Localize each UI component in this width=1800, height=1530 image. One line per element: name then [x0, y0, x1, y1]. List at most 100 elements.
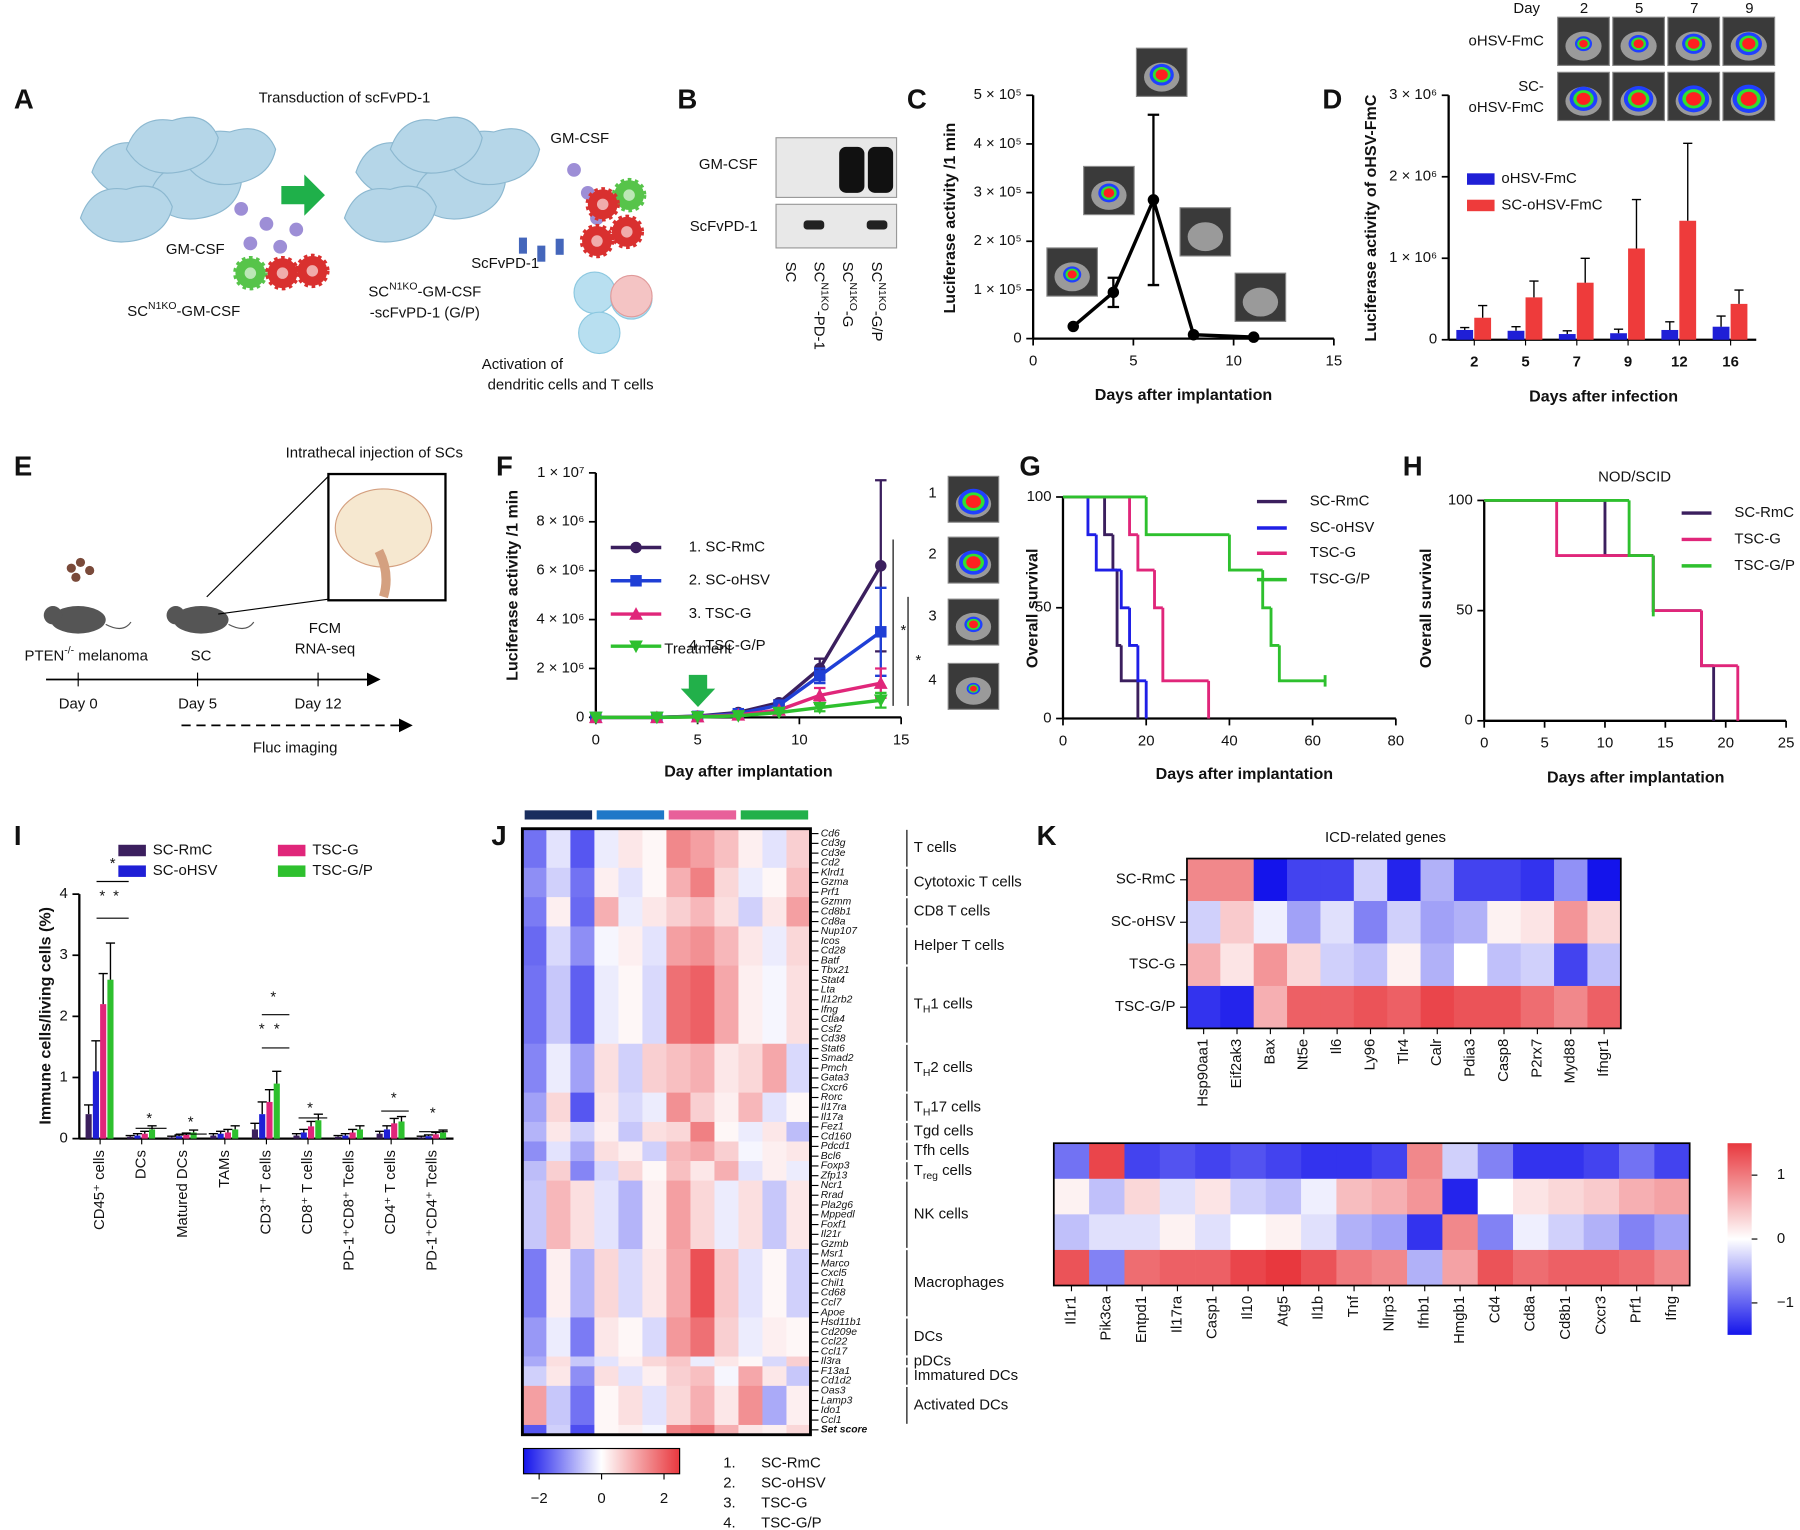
stem-cell [389, 116, 483, 174]
t-cell [573, 271, 616, 314]
legend-swatch [277, 865, 306, 877]
survival-step [1119, 645, 1138, 683]
gm-csf-dot [259, 216, 274, 231]
column-label: Calr [1428, 1039, 1445, 1066]
heat-cell [714, 1121, 739, 1142]
bar [217, 1133, 224, 1139]
heat-cell [1230, 1214, 1267, 1251]
gene-label: Ifng [821, 1004, 838, 1015]
error-bar [1613, 328, 1624, 334]
y-tick-label: 1 × 10⁶ [1389, 249, 1437, 266]
x-tick-label: 5 [1521, 354, 1529, 371]
heat-cell [1089, 1249, 1125, 1286]
marker [873, 676, 888, 689]
legend-label: TSC-G [1734, 530, 1780, 547]
gene-label: Stat4 [821, 975, 845, 986]
heat-cell [1420, 943, 1455, 987]
heat-cell [690, 867, 715, 898]
heat-cell [570, 1385, 595, 1426]
heat-cell [1442, 1143, 1479, 1180]
error-bar [1665, 321, 1675, 330]
heat-cell [1407, 1143, 1443, 1180]
heat-cell [594, 1161, 619, 1181]
mouse-tail [105, 621, 132, 629]
heat-cell [522, 1317, 547, 1357]
bar [356, 1129, 363, 1139]
legend-label: TSC-G/P [761, 1515, 822, 1530]
survival-step [1103, 496, 1113, 537]
row-label: TSC-G/P [1115, 998, 1176, 1015]
stem-cell [125, 116, 219, 174]
heat-cell [690, 1121, 715, 1142]
heat-cell [570, 1356, 595, 1367]
heat-cell [1654, 1143, 1691, 1180]
heat-cell [666, 897, 691, 927]
heat-cell [618, 1249, 643, 1318]
heat-cell [594, 1317, 619, 1357]
lane-label: SC [782, 262, 799, 283]
survival-step [1227, 534, 1263, 572]
colorbar-label: 0 [1777, 1230, 1785, 1247]
heat-cell [642, 1121, 667, 1142]
marker [873, 694, 888, 708]
heat-cell [618, 1043, 643, 1093]
gene-label: Mppedl [821, 1210, 856, 1221]
y-tick-label: 1 [60, 1068, 68, 1085]
heat-cell [1587, 858, 1622, 902]
gm-csf-dot [289, 222, 304, 237]
heat-cell [738, 1249, 763, 1318]
heat-cell [1477, 1249, 1514, 1286]
gene-label: Set score [821, 1425, 868, 1436]
x-tick-label: 10 [1597, 735, 1614, 752]
gm-csf-dot [243, 236, 258, 251]
heat-cell [1124, 1143, 1161, 1180]
bar [1474, 317, 1492, 340]
panel-label: G [1019, 451, 1040, 482]
heat-cell [546, 1161, 571, 1181]
heat-cell [1477, 1143, 1514, 1180]
y-tick-label: 4 × 10⁶ [536, 611, 584, 628]
heat-cell [762, 897, 787, 927]
annotation: * [110, 855, 116, 872]
heat-cell [570, 965, 595, 1045]
x-tick-label: DCs [133, 1150, 150, 1179]
group-label: Tgd cells [914, 1123, 974, 1140]
heat-cell [786, 1424, 811, 1436]
bar [349, 1132, 356, 1139]
heat-cell [1453, 943, 1488, 987]
heat-cell [738, 1161, 763, 1181]
gene-label: Cxcr6 [821, 1082, 848, 1093]
y-tick-label: 6 × 10⁶ [536, 562, 584, 579]
error-bar [431, 1131, 441, 1135]
x-tick-label: TAMs [216, 1150, 233, 1188]
y-tick-label: 0 [576, 708, 584, 725]
heat-cell [642, 1249, 667, 1318]
x-tick-label: CD45⁺ cells [91, 1150, 108, 1230]
heat-cell [522, 897, 547, 927]
heat-cell [1619, 1143, 1655, 1180]
x-tick-label: 25 [1778, 735, 1795, 752]
column-group-bar [596, 810, 665, 820]
legend-label: TSC-G/P [1310, 571, 1371, 588]
marker [630, 575, 642, 587]
heat-cell [666, 1366, 691, 1387]
heat-cell [1053, 1249, 1090, 1286]
survival-step [1555, 500, 1654, 557]
legend-number: 4. [723, 1515, 735, 1530]
heat-cell [714, 1356, 739, 1367]
heat-cell [642, 867, 667, 898]
signal [1633, 39, 1644, 49]
heat-cell [546, 1092, 571, 1123]
heat-cell [1220, 943, 1255, 987]
gene-label: Cd8a [821, 916, 846, 927]
signal [1103, 188, 1115, 198]
heat-cell [762, 1385, 787, 1426]
heat-cell [690, 1366, 715, 1387]
error-bar [147, 1125, 157, 1130]
legend-label: 1. SC-RmC [689, 538, 765, 555]
gene-label: Csf2 [821, 1024, 842, 1035]
stem-cell [343, 185, 437, 243]
heat-cell [762, 1356, 787, 1367]
heat-cell [1407, 1214, 1443, 1251]
cell-icon [75, 557, 86, 568]
